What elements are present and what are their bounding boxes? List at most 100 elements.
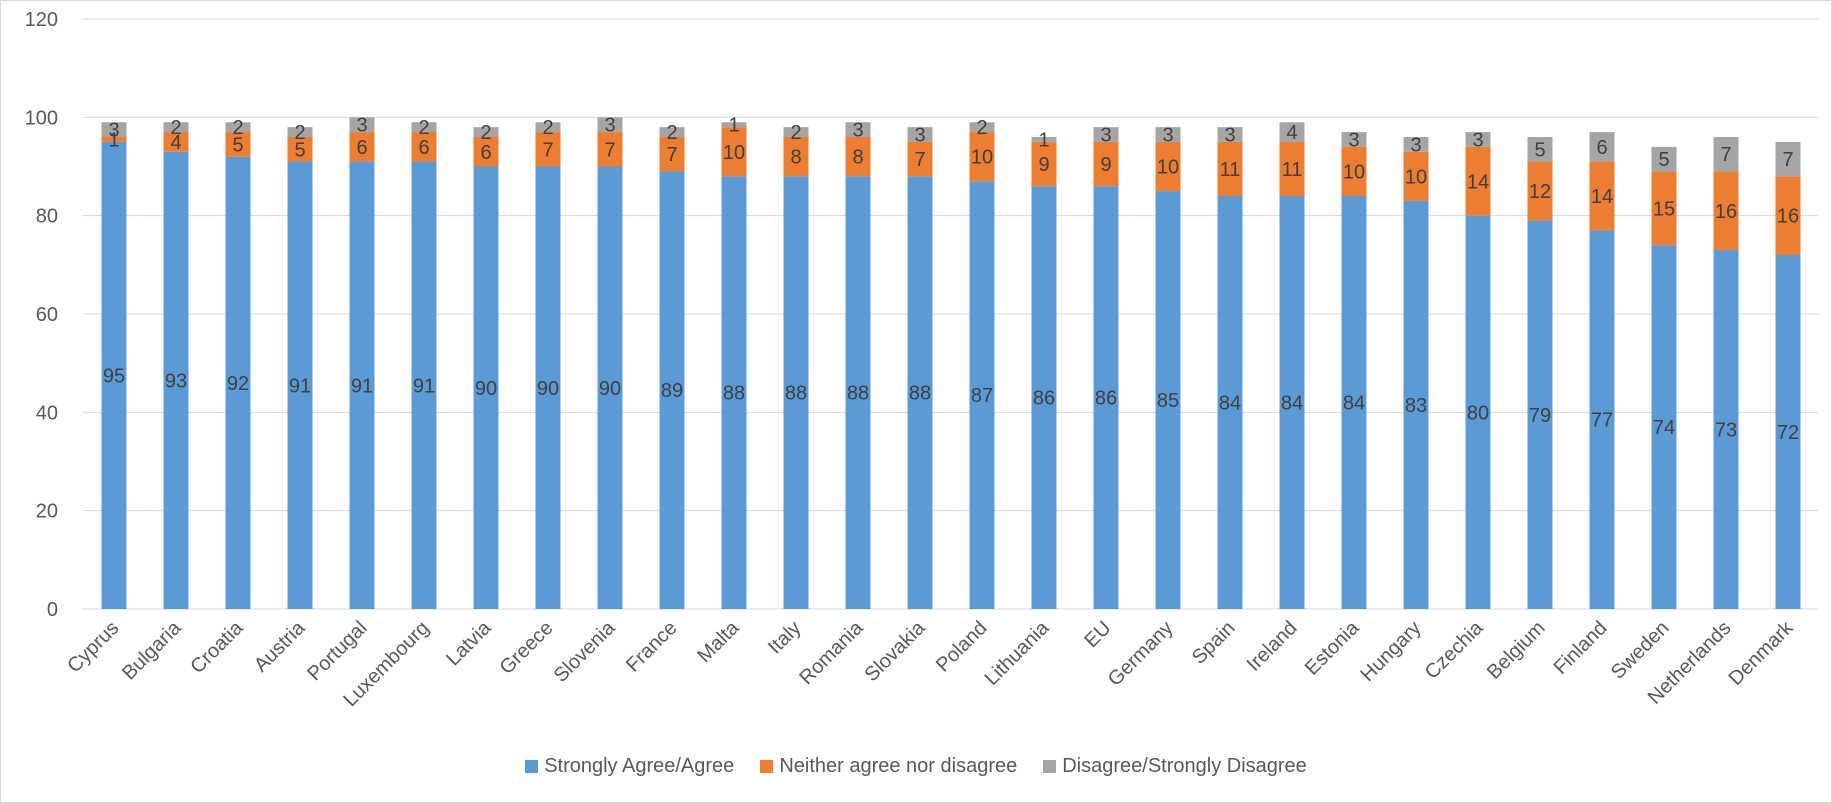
bar-finland-series-1 [1589, 161, 1615, 231]
bar-finland-series-0 [1589, 230, 1615, 609]
bar-france-series-1 [659, 137, 685, 172]
legend-item-agree: Strongly Agree/Agree [525, 755, 734, 778]
bar-estonia-series-1 [1341, 146, 1367, 196]
data-label-denmark-series-1: 16 [1777, 206, 1799, 228]
bar-bulgaria-series-0 [163, 151, 189, 609]
bar-netherlands-series-0 [1713, 250, 1739, 610]
x-tick-label-cyprus: Cyprus [63, 617, 123, 677]
bar-portugal-series-0 [349, 161, 375, 610]
bar-romania-series-2 [845, 122, 871, 137]
data-label-cyprus-series-0: 95 [103, 365, 125, 387]
data-label-sweden-series-0: 74 [1653, 417, 1675, 439]
x-tick-label-belgium: Belgium [1483, 617, 1550, 684]
data-label-netherlands-series-0: 73 [1715, 420, 1737, 442]
bar-eu-series-2 [1093, 127, 1119, 142]
bar-poland-series-2 [969, 122, 995, 133]
bar-ireland-series-2 [1279, 122, 1305, 142]
data-label-slovakia-series-1: 7 [914, 149, 925, 171]
data-label-portugal-series-0: 91 [351, 375, 373, 397]
x-tick-label-germany: Germany [1104, 617, 1178, 691]
bar-belgium-series-1 [1527, 161, 1553, 221]
bar-portugal-series-1 [349, 132, 375, 162]
legend-swatch-agree [525, 760, 539, 773]
data-label-germany-series-2: 3 [1162, 125, 1173, 147]
data-label-spain-series-2: 3 [1224, 125, 1235, 147]
data-label-cyprus-series-2: 3 [108, 120, 119, 142]
bar-bulgaria-series-1 [163, 132, 189, 152]
bar-latvia-series-2 [473, 127, 499, 137]
bar-france-series-2 [659, 127, 685, 137]
data-label-lithuania-series-2: 1 [1038, 129, 1049, 151]
data-label-malta-series-2: 1 [728, 115, 739, 137]
data-label-eu-series-0: 86 [1095, 388, 1117, 410]
x-tick-label-austria: Austria [250, 616, 310, 676]
data-label-hungary-series-2: 3 [1410, 134, 1421, 156]
bar-luxembourg-series-1 [411, 132, 437, 162]
bar-greece-series-0 [535, 166, 561, 609]
data-label-germany-series-1: 10 [1157, 157, 1179, 179]
data-label-france-series-1: 7 [666, 144, 677, 166]
data-label-portugal-series-1: 6 [356, 137, 367, 159]
bar-romania-series-1 [845, 137, 871, 177]
stacked-bar-chart: 0204060801001209513Cyprus9342Bulgaria925… [25, 9, 1819, 711]
bar-germany-series-1 [1155, 141, 1181, 192]
bar-sweden-series-0 [1651, 245, 1677, 609]
data-label-netherlands-series-1: 16 [1715, 201, 1737, 223]
legend-item-neither: Neither agree nor disagree [760, 755, 1017, 778]
data-label-netherlands-series-2: 7 [1720, 144, 1731, 166]
x-tick-label-bulgaria: Bulgaria [118, 616, 186, 684]
data-label-malta-series-1: 10 [723, 142, 745, 164]
bar-slovenia-series-0 [597, 166, 623, 609]
data-label-finland-series-2: 6 [1596, 137, 1607, 159]
bar-luxembourg-series-0 [411, 161, 437, 610]
data-label-hungary-series-0: 83 [1405, 395, 1427, 417]
bar-sweden-series-2 [1651, 146, 1677, 172]
chart-legend: Strongly Agree/Agree Neither agree nor d… [1, 755, 1831, 778]
bar-austria-series-1 [287, 137, 313, 162]
data-label-czechia-series-0: 80 [1467, 402, 1489, 424]
bar-poland-series-1 [969, 132, 995, 182]
data-label-austria-series-1: 5 [294, 139, 305, 161]
bar-austria-series-2 [287, 127, 313, 137]
data-label-slovenia-series-2: 3 [604, 115, 615, 137]
bar-belgium-series-0 [1527, 220, 1553, 610]
bar-hungary-series-0 [1403, 200, 1429, 609]
data-label-italy-series-1: 8 [790, 147, 801, 169]
bar-cyprus-series-0 [101, 141, 127, 609]
bar-spain-series-1 [1217, 141, 1243, 196]
data-label-belgium-series-2: 5 [1534, 139, 1545, 161]
data-label-greece-series-0: 90 [537, 378, 559, 400]
data-label-sweden-series-1: 15 [1653, 198, 1675, 220]
x-tick-label-ireland: Ireland [1243, 617, 1302, 676]
data-label-bulgaria-series-2: 2 [170, 117, 181, 139]
x-tick-label-estonia: Estonia [1301, 616, 1364, 679]
bar-denmark-series-1 [1775, 176, 1801, 255]
data-label-denmark-series-0: 72 [1777, 422, 1799, 444]
x-tick-label-malta: Malta [693, 616, 744, 667]
data-label-czechia-series-2: 3 [1472, 129, 1483, 151]
data-label-slovenia-series-1: 7 [604, 139, 615, 161]
bar-croatia-series-2 [225, 122, 251, 133]
x-tick-label-finland: Finland [1550, 617, 1612, 679]
x-tick-label-poland: Poland [932, 617, 992, 677]
y-tick-label-20: 20 [36, 501, 58, 523]
data-label-ireland-series-0: 84 [1281, 393, 1303, 415]
y-tick-label-60: 60 [36, 304, 58, 326]
bar-luxembourg-series-2 [411, 122, 437, 133]
bar-slovakia-series-0 [907, 176, 933, 610]
bar-netherlands-series-1 [1713, 171, 1739, 251]
data-label-finland-series-1: 14 [1591, 186, 1613, 208]
bar-malta-series-2 [721, 122, 747, 128]
data-label-denmark-series-2: 7 [1782, 149, 1793, 171]
data-label-estonia-series-2: 3 [1348, 129, 1359, 151]
legend-label-agree: Strongly Agree/Agree [544, 755, 735, 777]
data-label-greece-series-1: 7 [542, 139, 553, 161]
data-label-italy-series-0: 88 [785, 383, 807, 405]
data-label-latvia-series-0: 90 [475, 378, 497, 400]
bar-france-series-0 [659, 171, 685, 609]
data-label-ireland-series-2: 4 [1286, 122, 1297, 144]
x-tick-label-latvia: Latvia [442, 616, 496, 670]
bar-slovenia-series-2 [597, 117, 623, 133]
bar-portugal-series-2 [349, 117, 375, 133]
bar-denmark-series-2 [1775, 141, 1801, 177]
